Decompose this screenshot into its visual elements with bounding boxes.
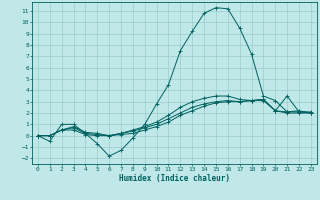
X-axis label: Humidex (Indice chaleur): Humidex (Indice chaleur): [119, 174, 230, 183]
